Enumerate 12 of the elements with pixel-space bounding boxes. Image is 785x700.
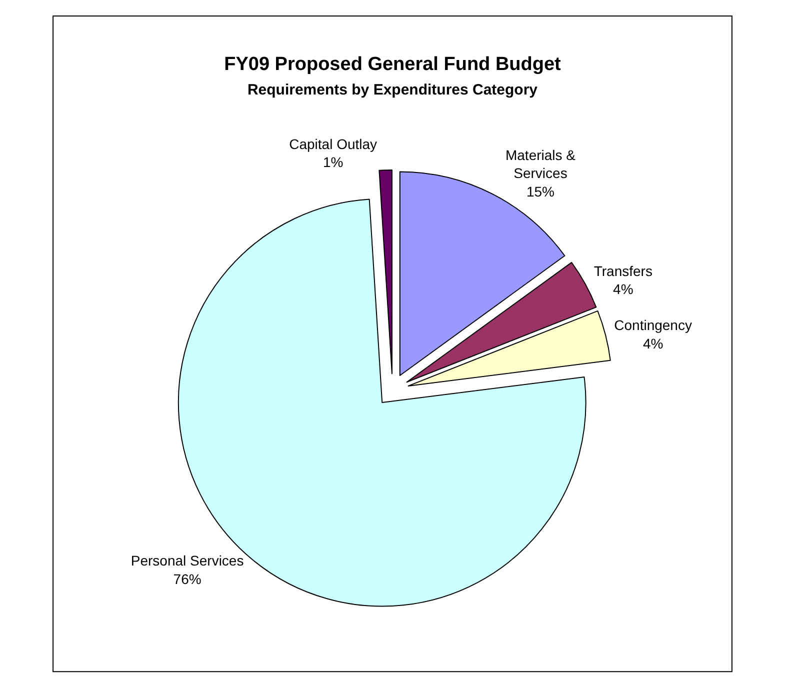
slice-label: Transfers <box>594 262 652 279</box>
chart-subtitle: Requirements by Expenditures Category <box>247 82 538 99</box>
data-label: 1% <box>322 154 344 170</box>
data-label: 4% <box>642 335 664 352</box>
slice-label: Materials & Services <box>505 146 576 182</box>
data-label: 76% <box>173 570 202 587</box>
chart-title: FY09 Proposed General Fund Budget <box>224 54 562 75</box>
slice-label: Personal Services <box>130 552 244 569</box>
slice-label: Contingency <box>614 317 692 334</box>
slice-label: Capital Outlay <box>289 136 378 152</box>
data-label: 4% <box>613 281 634 298</box>
data-label: 15% <box>526 183 555 200</box>
